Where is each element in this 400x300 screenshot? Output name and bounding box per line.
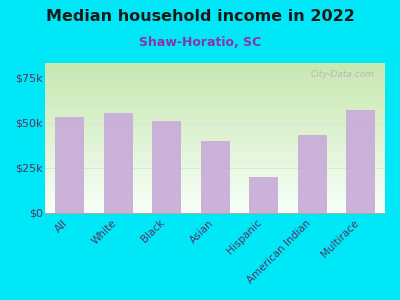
Text: Median household income in 2022: Median household income in 2022 xyxy=(46,9,354,24)
Bar xyxy=(201,141,230,213)
Bar xyxy=(152,121,181,213)
Bar xyxy=(55,117,84,213)
Text: City-Data.com: City-Data.com xyxy=(311,70,375,80)
Bar xyxy=(346,110,375,213)
Bar xyxy=(298,135,327,213)
Bar xyxy=(249,177,278,213)
Text: Shaw-Horatio, SC: Shaw-Horatio, SC xyxy=(139,36,261,49)
Bar xyxy=(104,112,133,213)
